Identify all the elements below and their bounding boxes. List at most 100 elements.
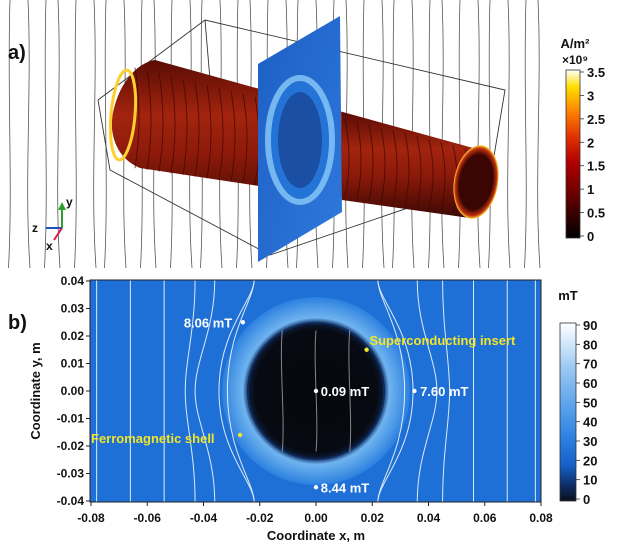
cylinder-winding — [170, 76, 176, 174]
field-line-b — [442, 280, 451, 502]
colorbar-b-unit: mT — [558, 288, 578, 303]
field-line-a — [74, 0, 77, 269]
y-tick-label: -0.02 — [57, 439, 85, 453]
axis-ticks-b: -0.08 -0.06 -0.04 -0.02 0.00 0.02 0.04 0.06 0.08… — [57, 274, 553, 525]
colorbar-b-tick-label: 60 — [583, 376, 597, 391]
colorbar-a-tick-label: 3.5 — [587, 65, 605, 80]
x-tick-label: -0.02 — [246, 511, 274, 525]
x-tick-label: 0.08 — [529, 511, 553, 525]
cylinder-winding — [428, 138, 434, 210]
cylinder-winding — [230, 90, 236, 182]
x-axis-label: Coordinate x, m — [267, 528, 365, 543]
y-axis-label: Coordinate y, m — [28, 342, 43, 439]
annotation-center: 0.09 mT — [321, 384, 369, 399]
colorbar-b-tick-label: 0 — [583, 492, 590, 507]
field-line-b — [226, 280, 255, 502]
field-line-a — [104, 0, 107, 269]
x-tick-label: -0.04 — [190, 511, 218, 525]
field-line-b — [377, 280, 406, 502]
annotation-upper-left: 8.06 mT — [184, 315, 232, 330]
colorbar-b: 90 80 70 60 50 40 30 20 10 0 mT — [558, 288, 597, 507]
annotation-right: 7.60 mT — [420, 384, 468, 399]
annotation-marker-ferromagnetic — [237, 432, 243, 438]
cylinder-end-cap — [453, 145, 499, 219]
colorbar-b-tick-label: 10 — [583, 473, 597, 488]
annotation-ferromagnetic: Ferromagnetic shell — [91, 431, 215, 446]
cylinder-winding — [146, 70, 152, 170]
field-line-core — [348, 330, 352, 452]
colorbar-b-tick-label: 40 — [583, 415, 597, 430]
cylinder-winding — [404, 133, 410, 207]
colorbar-b-tick-label: 90 — [583, 318, 597, 333]
y-tick-label: -0.03 — [57, 467, 85, 481]
panel-label-a: a) — [8, 42, 26, 64]
field-line-a — [428, 0, 431, 269]
x-tick-label: 0.04 — [417, 511, 441, 525]
colorbar-b-tick-label: 80 — [583, 337, 597, 352]
field-line-a — [458, 0, 461, 269]
field-lines-b — [96, 280, 536, 502]
axis-triad-y-label: y — [66, 195, 73, 209]
annotation-marker-center — [313, 388, 319, 394]
y-tick-label: 0.01 — [61, 357, 85, 371]
field-line-a — [441, 0, 445, 269]
annotation-bottom: 8.44 mT — [321, 480, 369, 495]
y-tick-label: -0.04 — [57, 494, 85, 508]
field-line-a — [44, 0, 47, 269]
y-tick-label: 0.03 — [61, 302, 85, 316]
colorbar-a-multiplier: ×10⁹ — [562, 53, 588, 67]
colorbar-a-tick-label: 2.5 — [587, 112, 605, 127]
colorbar-a-tick-label: 3 — [587, 88, 594, 103]
field-line-b — [416, 280, 438, 502]
field-line-a — [537, 0, 541, 269]
annotation-superconducting: Superconducting insert — [369, 333, 516, 348]
annotations-b: 8.06 mT 0.09 mT 7.60 mT 8.44 mT Superconduct… — [91, 315, 516, 495]
colorbar-b-tick-label: 50 — [583, 395, 597, 410]
cylinder-winding — [368, 124, 374, 202]
cylinder-winding — [158, 73, 164, 172]
x-tick-label: -0.06 — [134, 511, 162, 525]
cylinder-front — [342, 112, 490, 218]
cylinder-winding — [392, 130, 398, 205]
cylinder-winding — [416, 136, 422, 208]
colorbar-a-tick-label: 2 — [587, 135, 594, 150]
y-tick-label: 0.02 — [61, 329, 85, 343]
cylinder-winding — [182, 79, 188, 176]
annotation-marker-bottom — [313, 485, 319, 490]
field-line-a — [93, 0, 97, 269]
axis-triad-z-label: z — [32, 221, 38, 235]
cylinder-winding — [356, 121, 362, 200]
x-tick-label: 0.02 — [361, 511, 385, 525]
panel-label-b: b) — [8, 312, 27, 334]
x-tick-label: 0.06 — [473, 511, 497, 525]
colorbar-a-tick-label: 1.5 — [587, 159, 605, 174]
x-tick-label: 0.00 — [304, 511, 328, 525]
field-line-a — [524, 0, 527, 269]
colorbar-b-tick-label: 70 — [583, 357, 597, 372]
field-line-a — [488, 0, 491, 269]
field-line-b — [194, 280, 216, 502]
field-line-a — [8, 0, 11, 269]
colorbar-a: 3.5 3 2.5 2 1.5 1 0.5 0 A/m² ×10⁹ — [561, 36, 606, 244]
x-tick-label: -0.08 — [77, 511, 105, 525]
cylinder-winding — [242, 93, 248, 184]
panel-a-3d-view: y z x 3.5 3 2.5 2 1.5 1 0.5 0 A/m² ×10⁹ — [8, 0, 606, 269]
cylinder-winding — [134, 67, 140, 169]
y-tick-label: 0.04 — [61, 274, 85, 288]
panel-b-cross-section: -0.08 -0.06 -0.04 -0.02 0.00 0.02 0.04 0.06 0.08… — [28, 274, 597, 543]
cylinder-winding — [194, 82, 200, 177]
cut-plane — [258, 16, 342, 262]
colorbar-b-tick-label: 30 — [583, 434, 597, 449]
colorbar-a-tick-label: 1 — [587, 182, 594, 197]
cylinder-winding — [344, 118, 350, 198]
field-line-core — [280, 330, 284, 452]
y-tick-label: -0.01 — [57, 412, 85, 426]
field-line-a — [507, 0, 511, 269]
annotation-marker-right — [412, 388, 417, 394]
axes-triad: y z x — [32, 195, 73, 253]
field-line-a — [477, 0, 481, 269]
axis-triad-x-label: x — [46, 239, 53, 253]
cylinder-winding — [440, 141, 446, 212]
colorbar-a-unit: A/m² — [561, 36, 591, 51]
